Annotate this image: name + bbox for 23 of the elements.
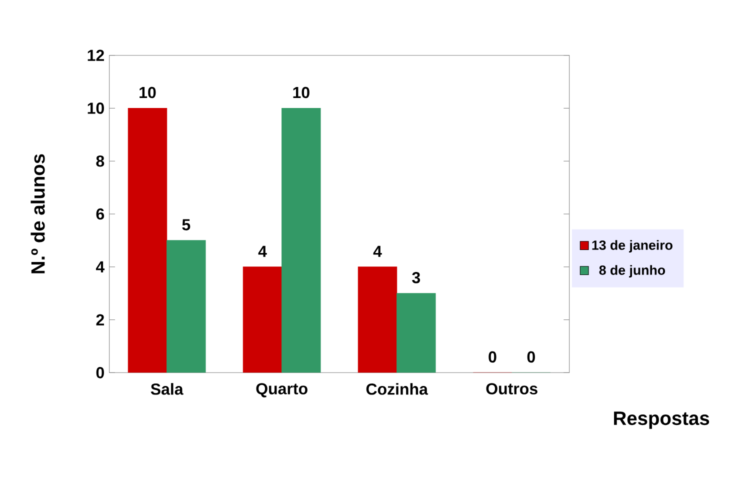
data-label: 0: [527, 351, 535, 363]
data-label: 0: [488, 351, 496, 363]
x-tick-label: Quarto: [256, 383, 308, 398]
y-tick-label: 2: [96, 314, 104, 326]
data-label: 4: [373, 246, 382, 257]
y-tick-label: 6: [96, 208, 104, 220]
y-tick-label: 8: [96, 155, 104, 167]
y-tick-label: 12: [88, 50, 104, 61]
y-tick-label: 4: [96, 261, 105, 272]
y-tick-label: 0: [96, 367, 104, 378]
legend-label: 13 de janeiro: [592, 240, 672, 253]
data-label: 4: [258, 246, 267, 257]
y-axis-title: N.º de alunos: [30, 154, 45, 274]
data-label: 10: [293, 86, 310, 98]
x-tick-label: Cozinha: [366, 383, 428, 395]
data-label: 10: [140, 86, 156, 98]
x-tick-label: Sala: [150, 383, 184, 395]
x-axis-title: Respostas: [614, 412, 710, 429]
legend-label: 8 de junho: [599, 265, 666, 278]
y-tick-label: 10: [88, 102, 104, 114]
x-tick-label: Outros: [486, 383, 538, 394]
data-label: 3: [412, 272, 420, 284]
data-label: 5: [182, 219, 190, 230]
